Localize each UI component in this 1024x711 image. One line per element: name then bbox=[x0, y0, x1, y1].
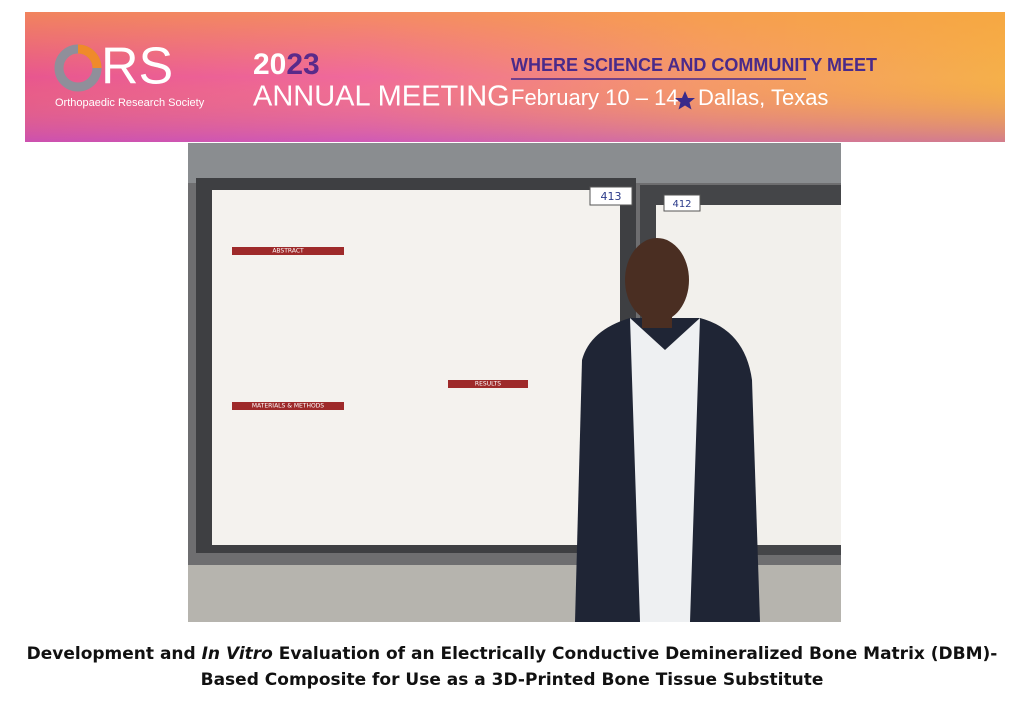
event-name: ANNUAL MEETING bbox=[253, 81, 510, 113]
banner: RS Orthopaedic Research Society 2023 ANN… bbox=[25, 12, 1005, 142]
logo-letters: RS bbox=[101, 38, 173, 96]
person bbox=[575, 238, 760, 622]
booth-number: 412 bbox=[672, 199, 691, 210]
booth-number: 413 bbox=[601, 190, 622, 203]
location: Dallas, Texas bbox=[698, 85, 828, 110]
caption-line: Based Composite for Use as a 3D-Printed … bbox=[200, 670, 824, 690]
poster bbox=[212, 190, 620, 545]
poster-section: RESULTS bbox=[475, 381, 501, 388]
dates: February 10 – 14 bbox=[511, 85, 679, 110]
poster-section: MATERIALS & METHODS bbox=[252, 403, 324, 410]
society-name: Orthopaedic Research Society bbox=[55, 97, 205, 109]
tagline: WHERE SCIENCE AND COMMUNITY MEET bbox=[511, 55, 877, 75]
caption-text: Development and bbox=[26, 644, 202, 664]
poster-section: ABSTRACT bbox=[272, 248, 304, 255]
figure: RS Orthopaedic Research Society 2023 ANN… bbox=[25, 12, 1005, 622]
caption-italic: In Vitro bbox=[201, 644, 273, 664]
photo: ABSTRACT RESULTS MATERIALS & METHODS 413… bbox=[188, 143, 841, 622]
year: 2023 bbox=[253, 48, 320, 81]
caption-line: Development and In Vitro Evaluation of a… bbox=[0, 644, 1024, 664]
caption-text: Evaluation of an Electrically Conductive… bbox=[272, 644, 998, 664]
